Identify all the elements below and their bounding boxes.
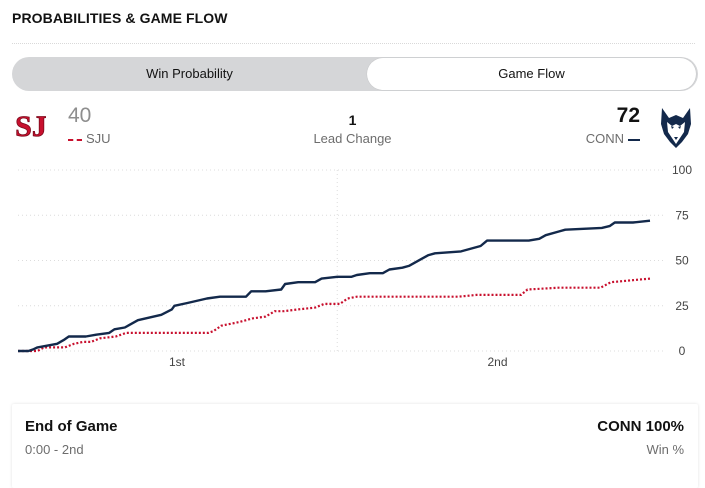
y-tick-label: 0 bbox=[679, 344, 686, 358]
game-flow-tab[interactable]: Game Flow bbox=[367, 58, 696, 90]
conn-score-line bbox=[18, 219, 651, 353]
sju-score-line bbox=[18, 277, 651, 353]
y-tick-label: 75 bbox=[675, 208, 689, 222]
y-tick-label: 25 bbox=[675, 299, 689, 313]
chart-series bbox=[18, 219, 651, 353]
chart-labels: 100 75 50 25 0 1st 2nd bbox=[169, 163, 692, 369]
away-team-legend: SJU bbox=[68, 131, 111, 146]
page-title: PROBABILITIES & GAME FLOW bbox=[12, 10, 228, 26]
game-status: End of Game bbox=[25, 418, 118, 435]
away-line-legend-icon bbox=[68, 138, 82, 141]
y-tick-label: 100 bbox=[672, 163, 692, 177]
home-line-legend-icon bbox=[628, 138, 640, 141]
game-summary-card: End of Game 0:00 - 2nd CONN 100% Win % bbox=[12, 404, 698, 488]
chart-view-toggle: Win Probability Game Flow bbox=[12, 57, 698, 91]
game-flow-chart: 100 75 50 25 0 1st 2nd bbox=[18, 163, 692, 369]
win-probability-tab[interactable]: Win Probability bbox=[146, 66, 233, 81]
game-clock: 0:00 - 2nd bbox=[25, 442, 84, 457]
win-probability-value: CONN 100% bbox=[597, 418, 684, 435]
chart-grid bbox=[18, 169, 663, 352]
y-tick-label: 50 bbox=[675, 254, 689, 268]
away-score: 40 bbox=[68, 104, 92, 127]
x-tick-label: 1st bbox=[169, 355, 186, 369]
sju-logo-icon[interactable]: SJ bbox=[16, 105, 46, 147]
win-probability-label: Win % bbox=[646, 442, 684, 457]
home-score: 72 bbox=[616, 104, 640, 127]
sju-logo-text: SJ bbox=[16, 110, 46, 143]
lead-change-count: 1 bbox=[348, 112, 357, 128]
home-team-abbr: CONN bbox=[585, 131, 624, 146]
away-team-abbr: SJU bbox=[86, 131, 111, 146]
lead-change-label: Lead Change bbox=[313, 131, 392, 146]
home-team-legend: CONN bbox=[586, 131, 640, 146]
title-divider bbox=[12, 43, 695, 44]
husky-logo-icon[interactable] bbox=[656, 104, 696, 150]
x-tick-label: 2nd bbox=[487, 355, 507, 369]
